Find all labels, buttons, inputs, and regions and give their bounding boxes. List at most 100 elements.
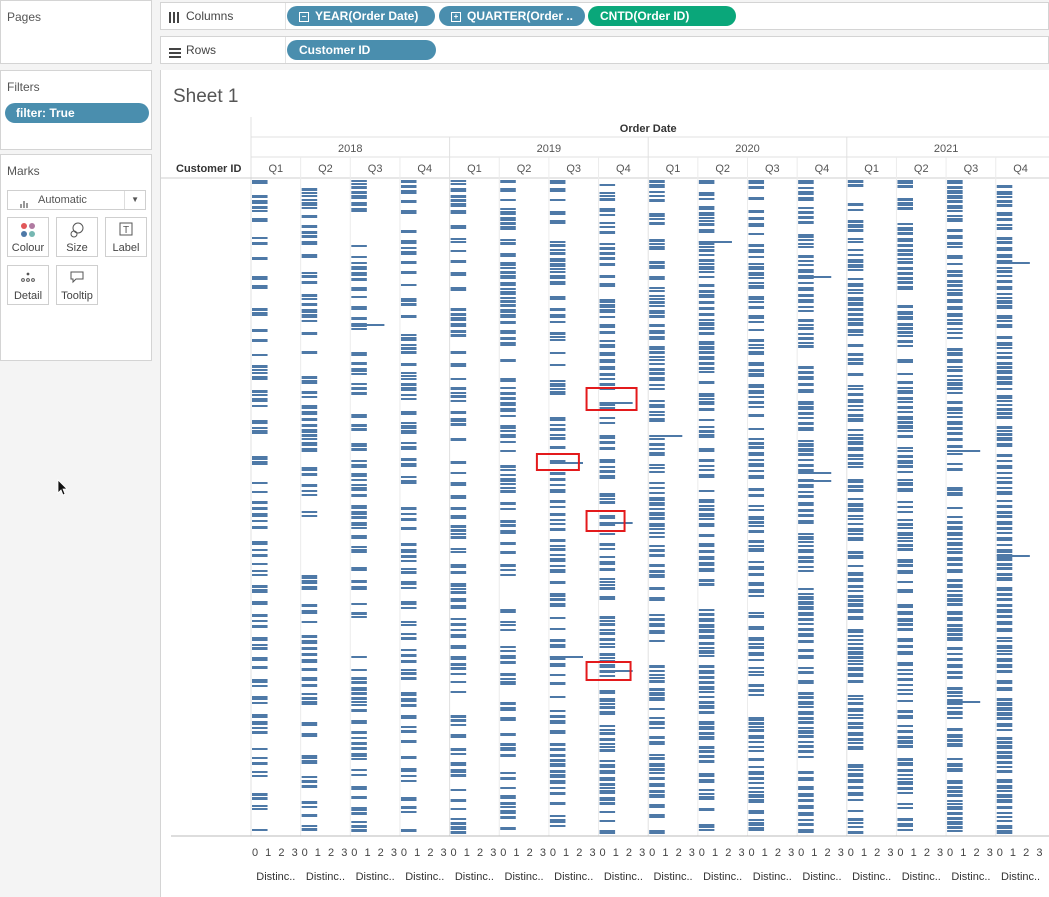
bar [549, 332, 566, 335]
quarter-order-date-pill[interactable]: + QUARTER(Order .. [439, 6, 585, 26]
axis-tick-label: 3 [540, 847, 546, 859]
bar [351, 266, 367, 270]
bar [500, 450, 516, 452]
bar [400, 480, 417, 484]
bar [599, 195, 616, 197]
bar [301, 202, 318, 206]
year-order-date-pill[interactable]: − YEAR(Order Date) [287, 6, 435, 26]
colour-button[interactable]: Colour [7, 217, 49, 257]
bar [351, 383, 367, 385]
bar [649, 508, 665, 510]
bar [947, 598, 963, 602]
bar [748, 799, 765, 803]
bar [798, 319, 814, 322]
bar [996, 598, 1013, 601]
bar [698, 508, 715, 511]
bar [897, 818, 913, 821]
bar [400, 518, 417, 521]
bar [798, 514, 814, 517]
bar [996, 615, 1013, 618]
bar [400, 660, 417, 663]
bar [947, 432, 963, 435]
bar [897, 207, 913, 210]
bar [599, 643, 616, 645]
bar [798, 443, 814, 447]
bar [301, 467, 318, 471]
marks-title: Marks [7, 164, 40, 178]
bar [947, 375, 963, 377]
bar [450, 748, 467, 751]
bar [549, 581, 566, 584]
bar [798, 211, 814, 214]
bar [897, 471, 913, 473]
bar [847, 353, 864, 356]
bar [252, 339, 268, 342]
mark-type-dropdown[interactable]: Automatic ▼ [7, 190, 146, 210]
cntd-order-id-pill[interactable]: CNTD(Order ID) [588, 6, 736, 26]
bar [748, 516, 765, 520]
columns-shelf[interactable]: Columns − YEAR(Order Date) + QUARTER(Order… [160, 2, 1049, 30]
axis-tick-label: 1 [861, 847, 867, 859]
axis-tick-label: 2 [626, 847, 632, 859]
bar [897, 488, 913, 492]
bar [798, 777, 814, 781]
bar [996, 200, 1013, 203]
bar [400, 601, 417, 605]
bar [847, 434, 864, 436]
axis-title: Distinc.. [951, 871, 990, 883]
bar [599, 309, 616, 313]
bar [996, 515, 1013, 518]
bar [599, 543, 616, 546]
order-date-header: Order Date [620, 123, 677, 135]
bar [450, 808, 467, 810]
bar [897, 227, 913, 231]
bar [698, 824, 715, 828]
bar [847, 278, 864, 280]
bar [500, 217, 516, 221]
label-button[interactable]: T Label [105, 217, 147, 257]
bar [947, 526, 963, 530]
bar [847, 254, 864, 256]
axis-tick-label: 2 [825, 847, 831, 859]
bar [996, 707, 1013, 711]
bar [897, 331, 913, 334]
bar [599, 498, 616, 500]
bar [947, 633, 963, 636]
bar [698, 642, 715, 645]
bar [798, 502, 814, 506]
bar [748, 494, 765, 497]
bar [947, 195, 963, 199]
bar [450, 533, 467, 535]
bar [847, 572, 864, 576]
bar [897, 736, 913, 739]
rows-shelf[interactable]: Rows Customer ID [160, 36, 1049, 64]
bar [500, 787, 516, 789]
bar [847, 792, 864, 796]
quarter-header: Q3 [765, 163, 780, 175]
bar [798, 812, 814, 816]
axis-title: Distinc.. [703, 871, 742, 883]
bar [748, 735, 765, 739]
tooltip-button[interactable]: Tooltip [56, 265, 98, 305]
customer-id-pill[interactable]: Customer ID [287, 40, 436, 60]
bar [599, 515, 616, 519]
bar [847, 651, 864, 655]
bar [351, 183, 367, 185]
bar [847, 437, 864, 440]
bar [301, 241, 318, 245]
bar [351, 742, 367, 745]
bar [351, 677, 367, 680]
size-button[interactable]: Size [56, 217, 98, 257]
bar [301, 442, 318, 446]
detail-button[interactable]: Detail [7, 265, 49, 305]
bar [897, 684, 913, 686]
quarter-header: Q1 [467, 163, 482, 175]
filter-pill[interactable]: filter: True [5, 103, 149, 123]
bar [599, 556, 616, 558]
bar [450, 789, 467, 791]
bar [698, 550, 715, 553]
bar [252, 276, 268, 280]
bar [549, 437, 566, 440]
bar-value-two [798, 480, 832, 482]
bar [996, 227, 1013, 230]
